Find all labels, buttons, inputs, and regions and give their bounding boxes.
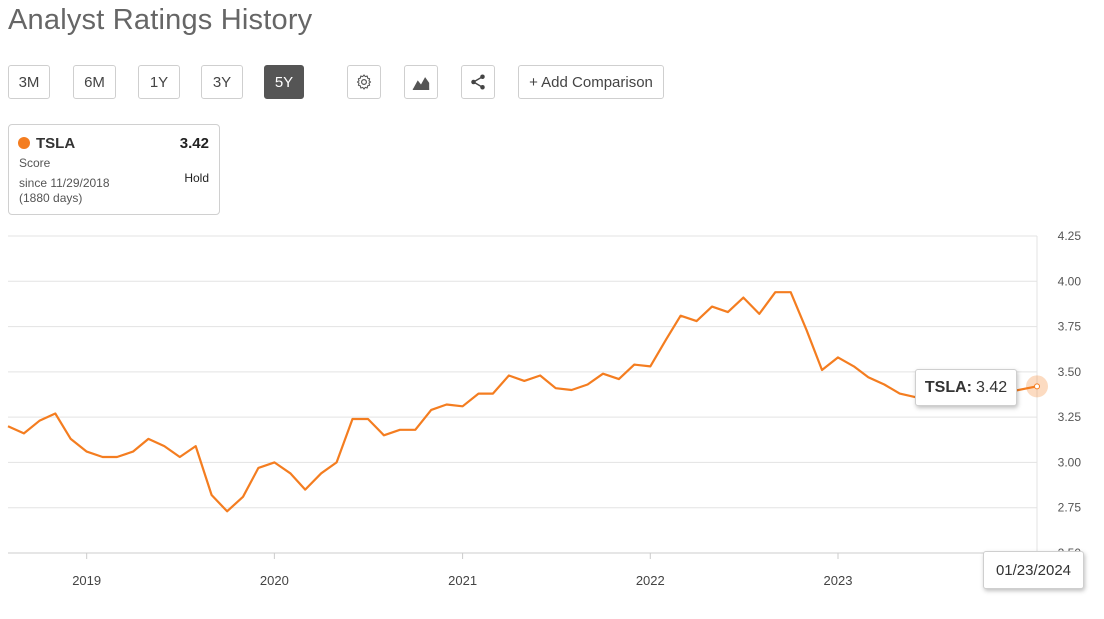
range-3m-button[interactable]: 3M [8,65,50,99]
chart-type-button[interactable] [404,65,438,99]
add-comparison-button[interactable]: + Add Comparison [518,65,664,99]
tooltip-series: TSLA: [924,378,972,396]
x-tick-label: 2020 [260,573,289,588]
tooltip-value: 3.42 [975,378,1008,396]
legend-score-label: Score [19,156,51,170]
page-title: Analyst Ratings History [8,4,313,36]
range-3y-button[interactable]: 3Y [201,65,243,99]
legend-rating: Hold [184,171,209,185]
range-5y-button[interactable]: 5Y [264,65,304,99]
value-tooltip: TSLA: 3.42 [915,369,1017,406]
y-tick-label: 3.00 [1058,455,1082,469]
x-tick-label: 2023 [824,573,853,588]
legend-since: since 11/29/2018 [19,176,110,190]
y-tick-label: 2.75 [1058,501,1082,515]
mountain-chart-icon [412,77,430,90]
legend-ticker: TSLA [36,135,76,152]
legend-days: (1880 days) [19,191,83,205]
y-tick-label: 4.00 [1058,274,1082,288]
x-tick-label: 2021 [448,573,477,588]
series-color-dot [18,137,30,149]
range-6m-button[interactable]: 6M [73,65,116,99]
date-tooltip: 01/23/2024 [983,551,1084,589]
share-button[interactable] [461,65,495,99]
settings-button[interactable] [347,65,381,99]
x-tick-label: 2019 [72,573,101,588]
y-tick-label: 3.25 [1058,410,1082,424]
gear-icon [356,74,372,90]
x-tick-label: 2022 [636,573,665,588]
y-tick-label: 4.25 [1058,229,1082,243]
series-line-tsla [7,291,1038,513]
legend-value: 3.42 [179,135,209,152]
range-1y-button[interactable]: 1Y [138,65,180,99]
y-tick-label: 3.50 [1058,365,1082,379]
share-icon [471,74,485,90]
series-legend: TSLA 3.42 Score since 11/29/2018 (1880 d… [8,124,220,215]
hover-marker [1034,383,1040,390]
y-tick-label: 3.75 [1058,320,1082,334]
